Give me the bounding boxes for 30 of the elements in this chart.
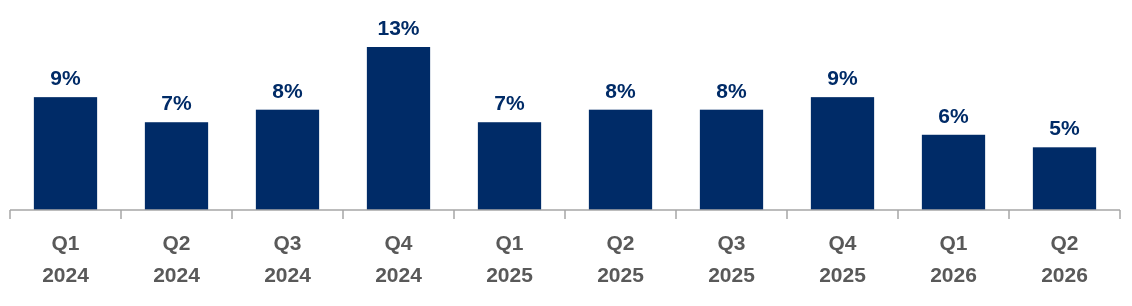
bar xyxy=(255,109,320,210)
bar xyxy=(810,97,875,210)
data-label: 7% xyxy=(494,91,525,115)
data-label: 8% xyxy=(605,78,636,102)
x-tick-label: Q3 2025 xyxy=(708,231,756,286)
x-tick-label: Q1 2026 xyxy=(930,231,977,286)
bar xyxy=(699,109,764,210)
x-tick-label: Q4 2024 xyxy=(375,231,423,286)
bar xyxy=(588,109,653,210)
bar xyxy=(921,134,986,210)
x-tick-label: Q2 2026 xyxy=(1041,231,1088,286)
bar xyxy=(33,97,98,210)
data-label: 8% xyxy=(716,78,747,102)
data-label: 7% xyxy=(161,91,192,115)
bar xyxy=(366,47,431,210)
bar xyxy=(1032,147,1097,210)
x-tick-label: Q3 2024 xyxy=(264,231,312,286)
x-tick-label: Q1 2024 xyxy=(42,231,90,286)
x-tick-label: Q1 2025 xyxy=(486,231,534,286)
x-tick-label: Q2 2024 xyxy=(153,231,201,286)
bar xyxy=(477,122,542,210)
data-label: 5% xyxy=(1049,116,1080,140)
data-label: 13% xyxy=(377,16,420,39)
x-tick-label: Q4 2025 xyxy=(819,231,867,286)
data-label: 6% xyxy=(938,103,969,127)
x-tick-label: Q2 2025 xyxy=(597,231,645,286)
data-label: 9% xyxy=(827,66,858,90)
data-label: 8% xyxy=(272,78,303,102)
data-label: 9% xyxy=(50,66,81,90)
bar xyxy=(144,122,209,210)
